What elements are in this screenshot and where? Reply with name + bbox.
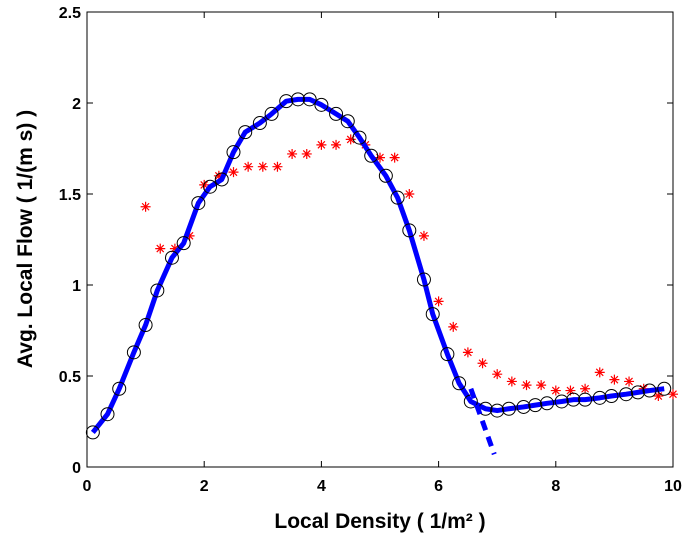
x-tick-label: 6 [434, 478, 443, 495]
star-marker [477, 358, 488, 369]
circle-marker [619, 387, 634, 402]
circle-marker [191, 196, 206, 211]
star-marker [316, 139, 327, 150]
circle-marker [554, 394, 569, 409]
star-marker [580, 383, 591, 394]
circle-marker [176, 236, 191, 251]
star-marker [257, 161, 268, 172]
circle-marker [279, 94, 294, 109]
circle-marker [164, 250, 179, 265]
x-tick-label: 8 [551, 478, 560, 495]
star-marker [404, 189, 415, 199]
circle-marker [566, 392, 581, 407]
circle-marker [214, 172, 229, 187]
star-marker [624, 376, 635, 387]
star-marker [243, 161, 254, 172]
y-tick-label: 0 [72, 460, 81, 477]
y-tick-label: 1 [72, 278, 81, 295]
y-axis-title: Avg. Local Flow ( 1/(m s) ) [14, 110, 37, 368]
circle-marker [604, 389, 619, 404]
star-marker [345, 134, 356, 145]
circle-marker [126, 345, 141, 360]
circle-marker [340, 114, 355, 129]
circle-marker [100, 407, 115, 422]
circle-marker [364, 148, 379, 163]
y-tick-label: 2.5 [59, 5, 81, 22]
circle-marker [203, 179, 218, 194]
circle-marker [378, 168, 393, 183]
circle-marker [226, 145, 241, 160]
circle-marker [390, 190, 405, 205]
star-marker [462, 347, 473, 358]
circle-marker [630, 385, 645, 400]
star-marker [184, 230, 195, 241]
circle-marker [302, 92, 317, 107]
y-tick-label: 1.5 [59, 187, 81, 204]
star-marker [653, 391, 664, 402]
star-marker [301, 148, 312, 159]
star-marker [492, 369, 503, 380]
star-marker [213, 170, 224, 181]
plot-frame [86, 11, 674, 468]
y-tick-label: 0.5 [59, 369, 81, 386]
star-marker [155, 243, 166, 254]
circle-marker [314, 97, 329, 112]
circle-marker [425, 307, 440, 322]
circle-marker [150, 283, 165, 298]
x-tick-label: 10 [664, 478, 682, 495]
circle-marker [490, 403, 505, 418]
circle-marker [501, 401, 516, 416]
star-marker [594, 367, 605, 378]
star-marker [418, 230, 429, 241]
star-marker [375, 152, 385, 163]
star-marker [506, 376, 517, 387]
circle-marker [112, 381, 127, 396]
star-marker [550, 385, 561, 396]
star-marker [140, 201, 151, 212]
circle-marker [416, 272, 431, 287]
star-marker [668, 389, 678, 400]
circle-marker [657, 381, 672, 396]
circle-marker [85, 425, 100, 440]
x-axis-title: Local Density ( 1/m² ) [274, 510, 485, 533]
circle-marker [352, 130, 367, 145]
circle-marker [642, 383, 657, 398]
circle-marker [329, 106, 344, 121]
star-marker [389, 152, 400, 163]
circle-marker [578, 392, 593, 407]
circle-marker [440, 347, 455, 362]
circle-marker [402, 223, 417, 238]
x-tick-label: 4 [317, 478, 326, 495]
series-line [90, 96, 665, 434]
circle-marker [138, 318, 153, 333]
star-marker [228, 167, 239, 178]
x-tick-label: 2 [200, 478, 209, 495]
star-marker [331, 139, 342, 150]
circle-marker [238, 125, 253, 140]
star-marker [433, 296, 444, 307]
star-marker [609, 374, 620, 385]
circle-marker [290, 92, 305, 107]
series-line [468, 387, 497, 456]
star-marker [565, 385, 576, 396]
star-marker [448, 321, 459, 332]
circle-marker [252, 116, 267, 131]
circle-marker [452, 376, 467, 391]
x-tick-label: 0 [83, 478, 92, 495]
circle-marker [264, 106, 279, 121]
star-marker [272, 161, 283, 172]
circle-marker [516, 399, 531, 414]
star-marker [536, 380, 547, 391]
circle-marker [592, 390, 607, 405]
star-marker [521, 380, 532, 391]
y-tick-label: 2 [72, 96, 81, 113]
circle-marker [528, 398, 543, 413]
star-marker [287, 148, 298, 159]
circle-marker [540, 396, 555, 411]
star-marker [169, 243, 180, 254]
